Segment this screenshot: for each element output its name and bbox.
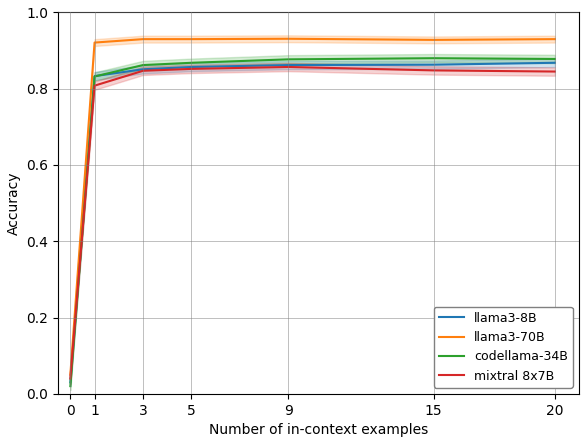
mixtral 8x7B: [139, 68, 146, 73]
codellama-34B: [91, 74, 98, 79]
mixtral 8x7B: [285, 64, 292, 70]
llama3-8B: [91, 73, 98, 79]
Line: llama3-8B: llama3-8B: [70, 63, 555, 382]
mixtral 8x7B: [91, 83, 98, 88]
llama3-8B: [285, 63, 292, 68]
mixtral 8x7B: [67, 376, 74, 381]
codellama-34B: [139, 63, 146, 68]
Line: mixtral 8x7B: mixtral 8x7B: [70, 67, 555, 379]
llama3-8B: [430, 62, 437, 67]
mixtral 8x7B: [551, 69, 558, 74]
llama3-70B: [139, 36, 146, 42]
codellama-34B: [551, 56, 558, 62]
mixtral 8x7B: [188, 66, 195, 71]
llama3-70B: [430, 37, 437, 43]
llama3-70B: [285, 36, 292, 41]
codellama-34B: [188, 60, 195, 65]
llama3-70B: [91, 40, 98, 45]
X-axis label: Number of in-context examples: Number of in-context examples: [209, 423, 428, 437]
llama3-8B: [188, 64, 195, 70]
llama3-70B: [188, 36, 195, 42]
llama3-70B: [67, 372, 74, 377]
llama3-8B: [67, 380, 74, 385]
codellama-34B: [67, 384, 74, 389]
Y-axis label: Accuracy: Accuracy: [7, 171, 21, 235]
llama3-8B: [551, 60, 558, 65]
Legend: llama3-8B, llama3-70B, codellama-34B, mixtral 8x7B: llama3-8B, llama3-70B, codellama-34B, mi…: [434, 307, 573, 388]
codellama-34B: [430, 56, 437, 61]
Line: llama3-70B: llama3-70B: [70, 39, 555, 375]
Line: codellama-34B: codellama-34B: [70, 58, 555, 386]
llama3-70B: [551, 36, 558, 42]
llama3-8B: [139, 67, 146, 72]
mixtral 8x7B: [430, 68, 437, 73]
codellama-34B: [285, 57, 292, 62]
